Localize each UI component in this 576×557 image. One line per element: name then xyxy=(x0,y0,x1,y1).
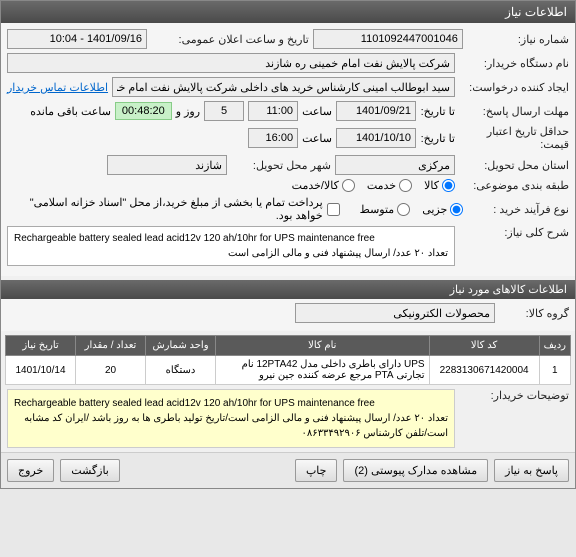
th-unit: واحد شمارش xyxy=(146,336,216,356)
process-radio-group: جزیی متوسط xyxy=(360,203,464,216)
category-radio-group: کالا خدمت کالا/خدمت xyxy=(292,179,455,192)
niaz-no-label: شماره نیاز: xyxy=(467,33,569,46)
desc-label: شرح کلی نیاز: xyxy=(459,226,569,239)
group-label: گروه کالا: xyxy=(499,307,569,320)
th-qty: تعداد / مقدار xyxy=(76,336,146,356)
section-goods-title: اطلاعات کالاهای مورد نیاز xyxy=(1,280,575,299)
print-button[interactable]: چاپ xyxy=(295,459,338,482)
footer-spacer xyxy=(126,459,289,482)
attachments-button[interactable]: مشاهده مدارک پیوستی (2) xyxy=(343,459,488,482)
footer-buttons: پاسخ به نیاز مشاهده مدارک پیوستی (2) چاپ… xyxy=(1,452,575,488)
cell-name: UPS دارای باطری داخلی مدل 12PTA42 نام تج… xyxy=(216,356,430,385)
deadline-time-field xyxy=(248,101,298,121)
desc-box: Rechargeable battery sealed lead acid12v… xyxy=(7,226,455,266)
th-idx: ردیف xyxy=(539,336,570,356)
reply-button[interactable]: پاسخ به نیاز xyxy=(494,459,569,482)
goods-table: ردیف کد کالا نام کالا واحد شمارش تعداد /… xyxy=(5,335,571,385)
remain-time: 00:48:20 xyxy=(115,102,172,120)
cell-date: 1401/10/14 xyxy=(6,356,76,385)
remain-lbl: ساعت باقی مانده xyxy=(30,105,111,118)
requester-field xyxy=(112,77,455,97)
credit-label: حداقل تاریخ اعتبار قیمت: xyxy=(459,125,569,151)
cell-code: 2283130671420004 xyxy=(429,356,539,385)
form-area: شماره نیاز: تاریخ و ساعت اعلان عمومی: نا… xyxy=(1,23,575,276)
th-name: نام کالا xyxy=(216,336,430,356)
pay-note-checkbox[interactable] xyxy=(327,203,340,216)
back-button[interactable]: بازگشت xyxy=(60,459,120,482)
announce-label: تاریخ و ساعت اعلان عمومی: xyxy=(151,33,309,46)
pay-note-check: پرداخت تمام یا بخشی از مبلغ خرید،از محل … xyxy=(7,196,340,222)
cell-idx: 1 xyxy=(539,356,570,385)
niaz-no-field xyxy=(313,29,463,49)
cat-service-input[interactable] xyxy=(399,179,412,192)
credit-date-field xyxy=(336,128,416,148)
credit-to: تا تاریخ: xyxy=(420,132,455,145)
group-field xyxy=(295,303,495,323)
process-label: نوع فرآیند خرید : xyxy=(467,203,569,216)
buyer-notes-label: توضیحات خریدار: xyxy=(459,389,569,402)
th-code: کد کالا xyxy=(429,336,539,356)
days-field xyxy=(204,101,244,121)
exit-button[interactable]: خروج xyxy=(7,459,54,482)
city-label: شهر محل تحویل: xyxy=(231,159,331,172)
desc-line1: Rechargeable battery sealed lead acid12v… xyxy=(14,231,448,246)
contact-link[interactable]: اطلاعات تماس خریدار xyxy=(7,81,108,94)
buyer-notes-box: Rechargeable battery sealed lead acid12v… xyxy=(7,389,455,448)
announce-field xyxy=(7,29,147,49)
table-header-row: ردیف کد کالا نام کالا واحد شمارش تعداد /… xyxy=(6,336,571,356)
requester-label: ایجاد کننده درخواست: xyxy=(459,81,569,94)
proc-small-input[interactable] xyxy=(450,203,463,216)
cell-qty: 20 xyxy=(76,356,146,385)
buyer-field xyxy=(7,53,455,73)
main-window: اطلاعات نیاز شماره نیاز: تاریخ و ساعت اع… xyxy=(0,0,576,489)
credit-time-lbl: ساعت xyxy=(302,132,332,145)
deadline-date-field xyxy=(336,101,416,121)
city-field xyxy=(107,155,227,175)
cat-goods-radio[interactable]: کالا xyxy=(424,179,455,192)
province-label: استان محل تحویل: xyxy=(459,159,569,172)
proc-small-radio[interactable]: جزیی xyxy=(422,203,463,216)
proc-medium-radio[interactable]: متوسط xyxy=(360,203,411,216)
desc-line2: تعداد ۲۰ عدد/ ارسال پیشنهاد فنی و مالی ا… xyxy=(14,246,448,261)
buyer-notes-line1: Rechargeable battery sealed lead acid12v… xyxy=(14,396,448,411)
window-title: اطلاعات نیاز xyxy=(505,5,567,19)
buyer-label: نام دستگاه خریدار: xyxy=(459,57,569,70)
proc-medium-input[interactable] xyxy=(397,203,410,216)
deadline-time-lbl: ساعت xyxy=(302,105,332,118)
province-field xyxy=(335,155,455,175)
credit-time-field xyxy=(248,128,298,148)
pay-note-text: پرداخت تمام یا بخشی از مبلغ خرید،از محل … xyxy=(7,196,323,222)
buyer-notes-line2: تعداد ۲۰ عدد/ ارسال پیشنهاد فنی و مالی ا… xyxy=(14,411,448,441)
deadline-to-word: تا تاریخ: xyxy=(420,105,455,118)
cat-service-radio[interactable]: خدمت xyxy=(367,179,412,192)
deadline-label: مهلت ارسال پاسخ: xyxy=(459,105,569,118)
cat-both-input[interactable] xyxy=(342,179,355,192)
cell-unit: دستگاه xyxy=(146,356,216,385)
days-lbl: روز و xyxy=(176,105,200,118)
table-row[interactable]: 1 2283130671420004 UPS دارای باطری داخلی… xyxy=(6,356,571,385)
cat-both-radio[interactable]: کالا/خدمت xyxy=(292,179,355,192)
window-title-bar: اطلاعات نیاز xyxy=(1,1,575,23)
cat-goods-input[interactable] xyxy=(442,179,455,192)
th-date: تاریخ نیاز xyxy=(6,336,76,356)
category-label: طبقه بندی موضوعی: xyxy=(459,179,569,192)
